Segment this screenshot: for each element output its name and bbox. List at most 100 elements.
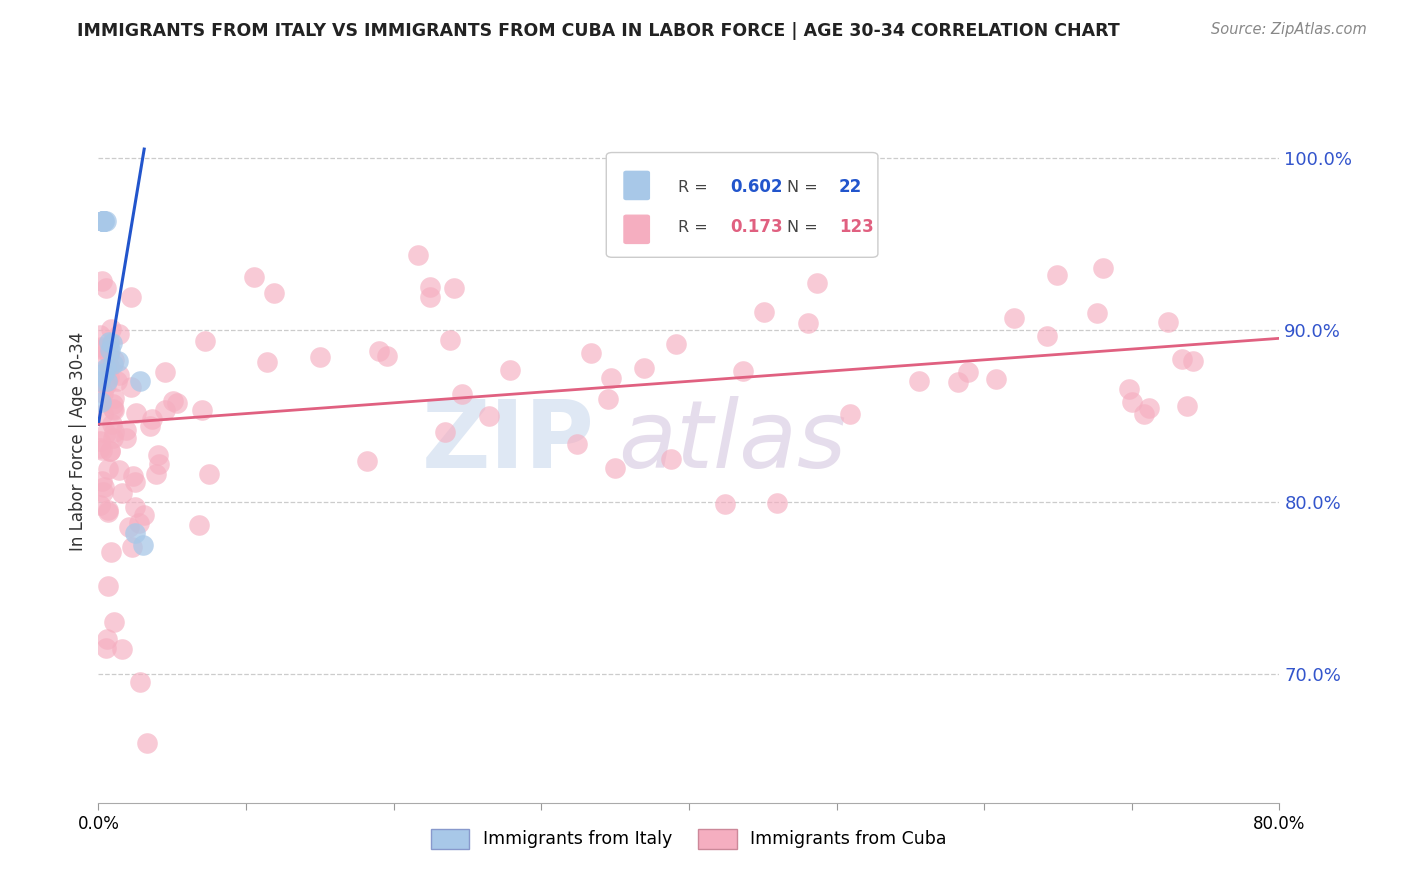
- Point: [135, 735, 157, 749]
- Point: [702, 157, 724, 171]
- Point: [96, 632, 118, 647]
- Point: [1171, 352, 1194, 367]
- Point: [97, 462, 120, 476]
- Point: [419, 290, 441, 304]
- Point: [89, 375, 111, 389]
- Point: [91, 214, 114, 228]
- Point: [956, 365, 979, 379]
- Point: [91, 214, 114, 228]
- Point: [187, 518, 209, 533]
- Text: Source: ZipAtlas.com: Source: ZipAtlas.com: [1211, 22, 1367, 37]
- Point: [100, 336, 122, 351]
- Text: ZIP: ZIP: [422, 395, 595, 488]
- Point: [101, 417, 124, 431]
- Point: [256, 355, 278, 369]
- Point: [766, 496, 789, 510]
- Point: [94, 214, 117, 228]
- Point: [120, 290, 142, 304]
- Text: 22: 22: [839, 178, 862, 196]
- Point: [91, 214, 114, 228]
- Text: N =: N =: [787, 180, 823, 194]
- Point: [148, 448, 170, 462]
- Point: [139, 418, 162, 433]
- Point: [96, 280, 118, 294]
- Point: [633, 360, 655, 375]
- Point: [97, 347, 120, 361]
- Point: [91, 386, 114, 401]
- Point: [97, 579, 120, 593]
- Point: [1121, 395, 1143, 409]
- Point: [1036, 329, 1059, 343]
- Point: [89, 328, 111, 343]
- Point: [714, 497, 737, 511]
- Point: [111, 486, 134, 500]
- Point: [97, 504, 120, 518]
- Point: [838, 407, 860, 421]
- Point: [128, 374, 150, 388]
- Point: [91, 485, 114, 500]
- Point: [599, 370, 621, 384]
- Point: [1091, 260, 1114, 275]
- Point: [98, 444, 121, 458]
- Point: [806, 276, 828, 290]
- Point: [1085, 306, 1108, 320]
- Point: [128, 675, 150, 690]
- Point: [434, 425, 457, 440]
- FancyBboxPatch shape: [624, 215, 650, 244]
- Point: [103, 357, 125, 371]
- Point: [309, 350, 332, 364]
- Point: [103, 425, 125, 439]
- Point: [103, 391, 125, 405]
- Text: 0.173: 0.173: [730, 219, 783, 236]
- Point: [190, 402, 212, 417]
- Point: [263, 285, 285, 300]
- Text: 123: 123: [839, 219, 873, 236]
- Point: [93, 366, 115, 380]
- Point: [96, 374, 118, 388]
- Point: [93, 480, 115, 494]
- Point: [145, 467, 167, 481]
- Point: [97, 370, 120, 384]
- Point: [1139, 401, 1161, 415]
- Point: [124, 500, 146, 515]
- Point: [907, 374, 929, 388]
- Point: [91, 214, 114, 228]
- Point: [754, 305, 776, 319]
- Y-axis label: In Labor Force | Age 30-34: In Labor Force | Age 30-34: [69, 332, 87, 551]
- Point: [565, 437, 588, 451]
- Point: [124, 405, 146, 419]
- Point: [97, 359, 120, 374]
- Point: [114, 431, 136, 445]
- Point: [90, 340, 112, 354]
- Point: [132, 538, 155, 552]
- Point: [148, 457, 170, 471]
- Point: [1182, 354, 1205, 368]
- Point: [659, 452, 682, 467]
- Point: [91, 442, 114, 457]
- Point: [103, 397, 125, 411]
- Point: [375, 349, 398, 363]
- Point: [1118, 382, 1140, 396]
- Point: [118, 519, 141, 533]
- Point: [731, 364, 754, 378]
- Point: [115, 423, 138, 437]
- Point: [986, 372, 1008, 386]
- Point: [91, 214, 114, 228]
- Point: [89, 374, 111, 388]
- Point: [1133, 407, 1156, 421]
- FancyBboxPatch shape: [606, 153, 877, 257]
- Point: [603, 461, 626, 475]
- Point: [108, 463, 131, 477]
- Point: [108, 327, 131, 342]
- Point: [598, 392, 620, 407]
- Point: [93, 214, 115, 228]
- Point: [443, 281, 465, 295]
- Point: [93, 214, 115, 228]
- Text: 0.602: 0.602: [730, 178, 783, 196]
- Point: [134, 508, 156, 523]
- Point: [194, 334, 217, 348]
- Point: [103, 403, 125, 417]
- Point: [141, 412, 163, 426]
- Point: [100, 322, 122, 336]
- Point: [579, 346, 602, 360]
